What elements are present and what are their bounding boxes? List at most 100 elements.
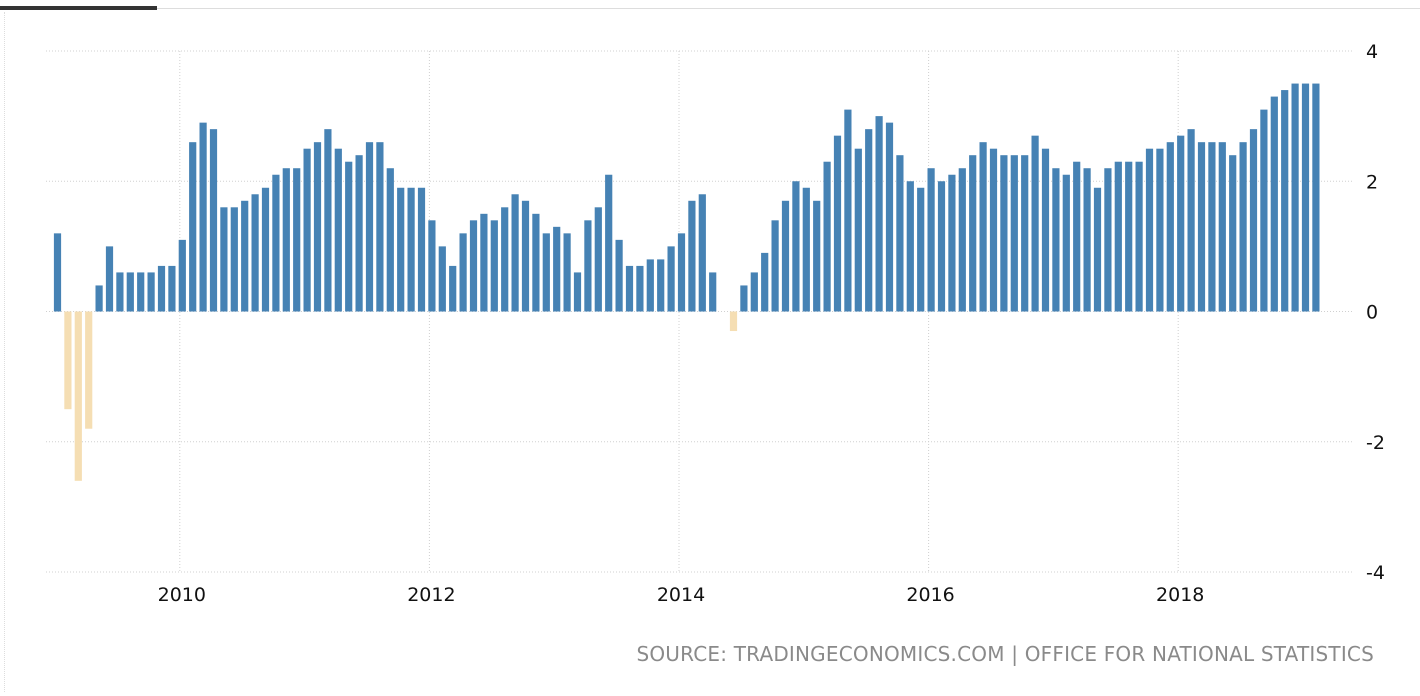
bar — [324, 129, 332, 312]
bar — [844, 109, 852, 312]
bar — [85, 311, 93, 429]
bar — [802, 187, 810, 312]
bar — [553, 226, 561, 312]
bar — [521, 200, 530, 312]
bar — [1301, 83, 1310, 312]
bar — [906, 181, 914, 312]
bar — [376, 142, 384, 312]
bar — [1218, 142, 1226, 312]
bar — [1145, 148, 1154, 312]
bar — [199, 122, 207, 312]
bar — [729, 311, 738, 332]
bar — [1135, 161, 1143, 312]
bar — [1156, 148, 1164, 312]
bar — [615, 239, 623, 312]
bar — [1208, 142, 1216, 312]
bar — [1281, 90, 1289, 312]
bar — [137, 272, 145, 312]
bar — [1073, 161, 1081, 312]
bar — [1312, 83, 1320, 312]
bar — [1239, 142, 1247, 312]
bar — [428, 220, 436, 312]
bar — [261, 187, 270, 312]
bar — [1031, 135, 1039, 312]
bar — [147, 272, 155, 312]
bar — [365, 142, 374, 312]
bar — [1125, 161, 1133, 312]
bar — [885, 122, 894, 312]
x-axis: 2010 2012 2014 2016 2018 — [158, 584, 1205, 606]
bar — [209, 129, 218, 312]
bar — [584, 220, 592, 312]
bar — [989, 148, 998, 312]
bar — [1000, 155, 1008, 312]
bar — [1062, 174, 1070, 312]
bar — [1052, 168, 1060, 312]
bar — [272, 174, 280, 312]
bar — [948, 174, 956, 312]
bar — [407, 187, 415, 312]
bar — [64, 311, 72, 410]
bar — [771, 220, 779, 312]
x-tick-label: 2016 — [906, 584, 954, 606]
bar — [386, 168, 394, 312]
bar — [677, 233, 686, 312]
bar — [469, 220, 478, 312]
bar — [189, 142, 197, 312]
y-axis: 4 2 0 -2 -4 — [1366, 41, 1385, 584]
bar — [480, 213, 488, 312]
bar — [501, 207, 509, 312]
left-divider — [4, 12, 5, 692]
bar — [459, 233, 467, 312]
source-credit: SOURCE: TRADINGECONOMICS.COM | OFFICE FO… — [636, 642, 1374, 666]
bar — [1114, 161, 1122, 312]
bar — [74, 311, 82, 481]
bar — [95, 285, 103, 312]
bar — [251, 194, 259, 312]
bar — [813, 200, 821, 312]
bar — [1021, 155, 1029, 312]
bar — [573, 272, 582, 312]
bar — [688, 200, 696, 312]
bar — [1093, 187, 1102, 312]
bar — [1187, 129, 1195, 312]
bar — [1177, 135, 1185, 312]
bar — [1291, 83, 1299, 312]
active-tab-indicator — [0, 6, 157, 10]
bar — [646, 259, 654, 312]
bar — [1041, 148, 1050, 312]
bar — [355, 155, 363, 312]
bar — [1010, 155, 1018, 312]
bar-series — [53, 83, 1320, 481]
bar — [241, 200, 249, 312]
bar — [979, 142, 987, 312]
bar — [282, 168, 290, 312]
bar — [594, 207, 602, 312]
y-tick-label: -2 — [1366, 432, 1385, 454]
x-tick-label: 2010 — [158, 584, 206, 606]
bar — [438, 246, 446, 312]
bar — [345, 161, 353, 312]
bar — [792, 181, 800, 312]
x-tick-label: 2012 — [407, 584, 455, 606]
bar — [750, 272, 758, 312]
bar — [1229, 155, 1237, 312]
bar — [698, 194, 706, 312]
bar — [542, 233, 550, 312]
bar — [917, 187, 925, 312]
x-tick-label: 2018 — [1156, 584, 1204, 606]
y-tick-label: 4 — [1366, 41, 1378, 63]
bar — [875, 116, 883, 312]
bar — [490, 220, 498, 312]
bar — [823, 161, 831, 312]
bar — [105, 246, 114, 312]
bar — [417, 187, 426, 312]
bar — [334, 148, 342, 312]
bar — [854, 148, 862, 312]
bar — [781, 200, 790, 312]
bar — [833, 135, 842, 312]
bar — [1260, 109, 1268, 312]
bar — [709, 272, 717, 312]
bar — [1083, 168, 1091, 312]
